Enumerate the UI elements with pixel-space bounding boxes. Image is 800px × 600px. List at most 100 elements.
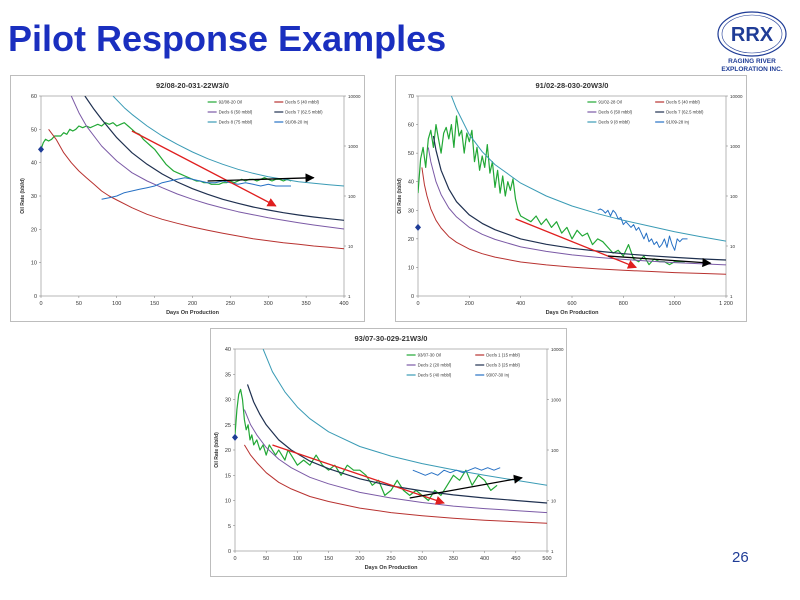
y-tick-label: 50 [408,151,414,157]
series-line-2 [243,409,547,514]
trend-arrow [409,474,523,499]
x-tick-label: 500 [542,556,551,562]
x-tick-label: 100 [293,556,302,562]
start-marker [232,433,238,441]
y-axis-label: Oil Rate (bbl/d) [20,178,26,214]
y-tick-label: 50 [31,127,37,133]
x-tick-label: 400 [480,556,489,562]
chart-panel-c: 93/07-30-029-21W3/0 0 5 10 15 20 25 30 35 40 1 10 10… [210,328,567,577]
y-tick-label: 0 [411,294,414,300]
series-line-2 [427,147,726,266]
x-tick-label: 50 [263,556,269,562]
y2-tick-label: 1 [551,549,554,554]
x-tick-label: 200 [188,301,197,307]
y2-tick-label: 10000 [730,94,743,99]
logo-subtext-1: RAGING RIVER [728,58,776,65]
y2-tick-label: 10 [551,499,557,504]
series-line-4 [262,349,547,486]
legend-label: 92/08-20 Oil [219,100,242,105]
x-tick-label: 300 [418,556,427,562]
x-tick-label: 1000 [669,301,681,307]
series-line-2 [70,96,344,230]
y-tick-label: 60 [31,94,37,100]
y2-tick-label: 10000 [551,347,564,352]
legend-label: Decls 3 (25 mbbl) [486,363,520,368]
trend-arrow [607,255,712,268]
x-tick-label: 1 200 [719,301,733,307]
page-number: 26 [732,549,749,566]
y2-tick-label: 1000 [348,144,359,149]
logo-subtext-2: EXPLORATION INC. [721,66,782,73]
slide-title: Pilot Response Examples [8,18,447,59]
series-line-3 [432,135,726,261]
y-axis-label: Oil Rate (bbl/d) [397,178,403,214]
legend-label: Decls 9 (8 mbbl) [598,120,630,125]
chart-title: 91/02-28-030-20W3/0 [536,81,609,90]
y-tick-label: 35 [225,372,231,378]
chart-title: 93/07-30-029-21W3/0 [355,334,428,343]
x-tick-label: 200 [355,556,364,562]
y-tick-label: 40 [225,347,231,353]
x-axis-label: Days On Production [546,310,600,316]
y2-tick-label: 10 [348,244,354,249]
start-marker [38,145,44,153]
y2-tick-label: 100 [551,448,559,453]
chart-svg-c: 93/07-30-029-21W3/0 0 5 10 15 20 25 30 35 40 1 10 10… [214,334,564,571]
series-line-4 [450,96,726,242]
chart-panel-b: 91/02-28-030-20W3/0 0 10 20 30 40 50 60 70 1 10 100… [395,75,747,322]
x-tick-label: 300 [264,301,273,307]
y-tick-label: 70 [408,94,414,100]
x-tick-label: 0 [39,301,42,307]
legend-label: 93/07-30 Inj [486,373,509,378]
x-tick-label: 200 [465,301,474,307]
x-tick-label: 350 [449,556,458,562]
y-tick-label: 20 [225,448,231,454]
x-tick-label: 800 [619,301,628,307]
plot-area [417,95,727,297]
x-tick-label: 400 [516,301,525,307]
series-line-3 [246,384,547,504]
y2-tick-label: 100 [730,194,738,199]
x-tick-label: 600 [567,301,576,307]
y-tick-label: 20 [31,227,37,233]
logo-ring [717,11,787,57]
chart-panel-a: 92/08-20-031-22W3/0 0 10 20 30 40 50 60 1 10 100 10… [10,75,365,322]
x-tick-label: 100 [112,301,121,307]
x-tick-label: 450 [511,556,520,562]
legend-label: Decls 5 (40 mbbl) [666,100,700,105]
series-line-1 [421,167,726,275]
series-line-4 [112,96,344,187]
y-tick-label: 10 [408,265,414,271]
legend-label: Decls 2 (20 mbbl) [418,363,452,368]
series-group [41,96,344,250]
y2-tick-label: 1 [730,294,733,299]
legend-label: Decls 7 (62.5 mbbl) [285,110,323,115]
y-tick-label: 60 [408,123,414,129]
legend-label: Decls 5 (40 mbbl) [285,100,319,105]
trend-arrow [272,444,445,505]
x-tick-label: 350 [302,301,311,307]
y-tick-label: 15 [225,473,231,479]
legend-label: Decls 7 (62.5 mbbl) [666,110,704,115]
x-tick-label: 250 [226,301,235,307]
start-marker [415,223,421,231]
y-tick-label: 25 [225,423,231,429]
series-line-3 [84,96,344,221]
x-tick-label: 400 [339,301,348,307]
company-logo: RRX RAGING RIVER EXPLORATION INC. [717,11,787,73]
y2-tick-label: 10 [730,244,736,249]
x-tick-label: 150 [324,556,333,562]
legend-label: Decls 6 (50 mbbl) [598,110,632,115]
y-tick-label: 30 [31,194,37,200]
chart-svg-a: 92/08-20-031-22W3/0 0 10 20 30 40 50 60 1 10 100 10… [20,81,361,316]
y-tick-label: 40 [31,161,37,167]
x-tick-label: 250 [386,556,395,562]
series-line-0 [418,115,685,266]
legend-label: Decls 6 (50 mbbl) [219,110,253,115]
y2-tick-label: 1 [348,294,351,299]
series-line-5 [101,177,291,200]
chart-title: 92/08-20-031-22W3/0 [156,81,229,90]
y-tick-label: 30 [408,208,414,214]
y-tick-label: 10 [225,499,231,505]
trend-arrow [515,218,638,269]
